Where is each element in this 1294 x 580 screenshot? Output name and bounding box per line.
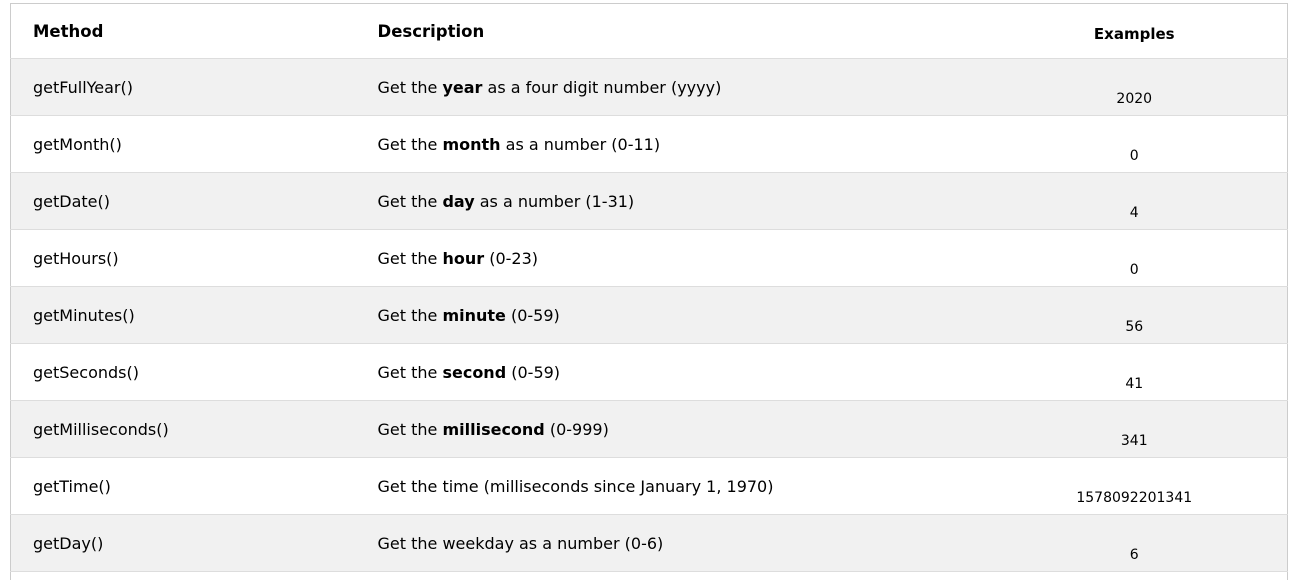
header-method: Method	[11, 4, 356, 59]
description-text: Get the	[378, 363, 443, 382]
description-cell: Get the second (0-59)	[356, 344, 982, 401]
table-header-row: Method Description Examples	[11, 4, 1288, 59]
description-cell: Get the day as a number (1-31)	[356, 173, 982, 230]
method-cell: getSeconds()	[11, 344, 356, 401]
description-cell: Get the millisecond (0-999)	[356, 401, 982, 458]
description-text-rest: as a number (1-31)	[475, 192, 635, 211]
example-cell: 341	[982, 401, 1288, 458]
description-keyword: millisecond	[442, 420, 544, 439]
empty-cell	[982, 572, 1288, 580]
empty-cell	[356, 572, 982, 580]
table-row: getMinutes()Get the minute (0-59)56	[11, 287, 1288, 344]
table-row: getHours()Get the hour (0-23)0	[11, 230, 1288, 287]
description-keyword: month	[442, 135, 500, 154]
description-cell: Get the time (milliseconds since January…	[356, 458, 982, 515]
method-cell: getMonth()	[11, 116, 356, 173]
description-text: Get the	[378, 78, 443, 97]
date-methods-table: Method Description Examples getFullYear(…	[10, 3, 1288, 580]
description-text: Get the time (milliseconds since January…	[378, 477, 774, 496]
table-row: getTime() Get the time (milliseconds sinc…	[11, 458, 1288, 515]
table-row: getDay() Get the weekday as a number (0-6…	[11, 515, 1288, 572]
description-text: Get the	[378, 249, 443, 268]
description-text: Get the	[378, 306, 443, 325]
empty-cell	[11, 572, 356, 580]
example-cell: 0	[982, 116, 1288, 173]
table-row: getFullYear()Get the year as a four digi…	[11, 59, 1288, 116]
method-cell: getHours()	[11, 230, 356, 287]
description-text: Get the	[378, 135, 443, 154]
example-cell: 56	[982, 287, 1288, 344]
example-cell: 0	[982, 230, 1288, 287]
example-cell: 2020	[982, 59, 1288, 116]
method-cell: getTime()	[11, 458, 356, 515]
description-cell: Get the minute (0-59)	[356, 287, 982, 344]
description-text: Get the	[378, 420, 443, 439]
description-text-rest: (0-59)	[506, 306, 560, 325]
method-cell: getMinutes()	[11, 287, 356, 344]
header-examples: Examples	[982, 4, 1288, 59]
description-cell: Get the weekday as a number (0-6)	[356, 515, 982, 572]
description-text-rest: as a number (0-11)	[501, 135, 661, 154]
description-text: Get the weekday as a number (0-6)	[378, 534, 664, 553]
description-text-rest: (0-23)	[484, 249, 538, 268]
table-row: getMonth()Get the month as a number (0-1…	[11, 116, 1288, 173]
description-keyword: minute	[442, 306, 505, 325]
method-cell: getMilliseconds()	[11, 401, 356, 458]
example-cell: 6	[982, 515, 1288, 572]
example-cell: 1578092201341	[982, 458, 1288, 515]
method-cell: getFullYear()	[11, 59, 356, 116]
table-row: getDate()Get the day as a number (1-31)4	[11, 173, 1288, 230]
table-row: getSeconds()Get the second (0-59)41	[11, 344, 1288, 401]
description-text-rest: as a four digit number (yyyy)	[482, 78, 721, 97]
description-keyword: second	[442, 363, 506, 382]
table-row-partial	[11, 572, 1288, 580]
header-description: Description	[356, 4, 982, 59]
description-cell: Get the hour (0-23)	[356, 230, 982, 287]
method-cell: getDay()	[11, 515, 356, 572]
method-cell: getDate()	[11, 173, 356, 230]
description-keyword: hour	[442, 249, 484, 268]
description-keyword: day	[442, 192, 474, 211]
description-text-rest: (0-59)	[506, 363, 560, 382]
description-text: Get the	[378, 192, 443, 211]
description-cell: Get the year as a four digit number (yyy…	[356, 59, 982, 116]
description-text-rest: (0-999)	[545, 420, 609, 439]
example-cell: 4	[982, 173, 1288, 230]
example-cell: 41	[982, 344, 1288, 401]
table-row: getMilliseconds()Get the millisecond (0-…	[11, 401, 1288, 458]
description-cell: Get the month as a number (0-11)	[356, 116, 982, 173]
description-keyword: year	[442, 78, 482, 97]
